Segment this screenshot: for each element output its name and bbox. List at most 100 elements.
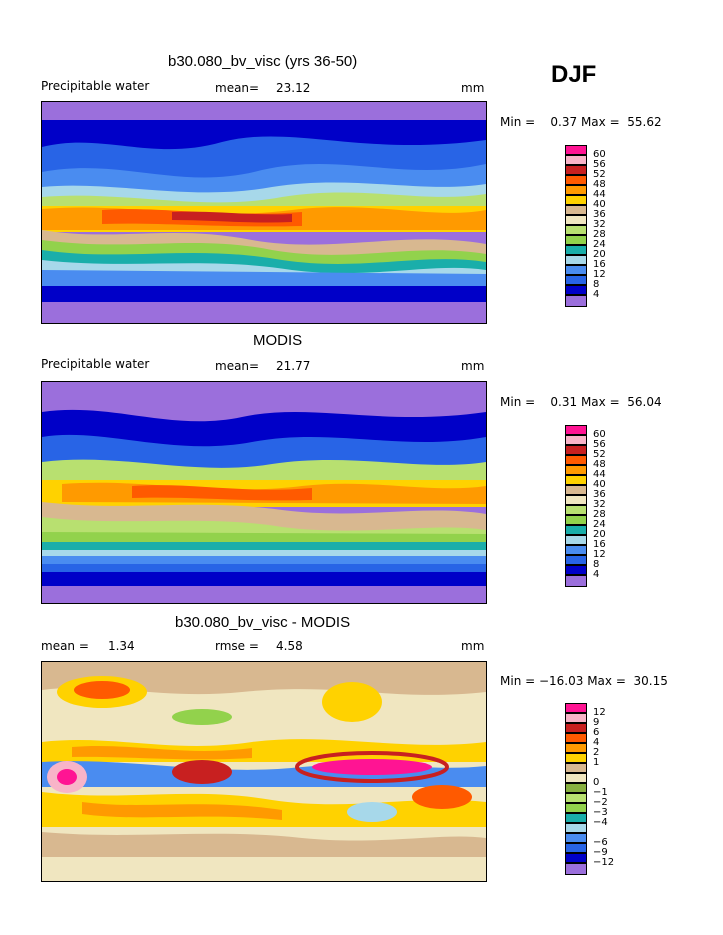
panel2-legend-swatch (565, 575, 587, 587)
panel3-legend-label: −1 (593, 787, 608, 798)
panel1-legend-label: 48 (593, 179, 606, 190)
panel2-legend-label: 40 (593, 479, 606, 490)
panel1-legend-label: 60 (593, 149, 606, 160)
panel2-legend-label: 36 (593, 489, 606, 500)
panel1-color-legend: 60 56 52 48 44 40 36 32 28 24 20 16 12 8… (565, 145, 625, 320)
panel2-legend-label: 28 (593, 509, 606, 520)
panel2-legend-swatch (565, 465, 587, 475)
panel2-legend-label: 56 (593, 439, 606, 450)
panel2-legend-swatch (565, 475, 587, 485)
panel2-legend-label: 24 (593, 519, 606, 530)
panel1-legend-swatch (565, 245, 587, 255)
panel1-map-field (42, 102, 486, 323)
panel1-legend-swatch (565, 195, 587, 205)
panel3-mean-label: mean = 1.34 (41, 639, 135, 653)
panel2-variable-label: Precipitable water (41, 357, 150, 371)
panel2-legend-swatch (565, 495, 587, 505)
panel1-legend-swatch (565, 155, 587, 165)
panel3-legend-label: −6 (593, 837, 608, 848)
panel1-legend-swatch (565, 285, 587, 295)
panel2-legend-swatch (565, 515, 587, 525)
panel1-legend-swatch (565, 235, 587, 245)
panel2-stat-label: mean= (215, 359, 260, 373)
panel2-legend-label: 16 (593, 539, 606, 550)
panel2-legend-swatch (565, 545, 587, 555)
panel2-legend-swatch (565, 525, 587, 535)
panel2-legend-label: 52 (593, 449, 606, 460)
panel3-legend-label: −9 (593, 847, 608, 858)
panel3-color-legend: 12 9 6 4 2 1 0 −1 −2 −3 −4 −6 −9 −12 (565, 703, 625, 878)
panel1-range-text: Min = 0.37 Max = 55.62 (500, 115, 662, 129)
panel3-legend-label: 12 (593, 707, 606, 718)
panel2-legend-swatch (565, 485, 587, 495)
panel2-legend-swatch (565, 425, 587, 435)
panel3-units: mm (461, 639, 485, 653)
panel2-legend-swatch (565, 435, 587, 445)
panel3-stat-value: 4.58 (276, 639, 303, 653)
panel3-stat-label: rmse = (215, 639, 259, 653)
season-label: DJF (551, 61, 597, 88)
panel3-legend-swatch (565, 733, 587, 743)
panel2-legend-swatch (565, 455, 587, 465)
panel2-legend-swatch (565, 505, 587, 515)
panel3-legend-swatch (565, 833, 587, 843)
panel3-legend-label: −2 (593, 797, 608, 808)
panel1-legend-swatch (565, 265, 587, 275)
panel1-variable-label: Precipitable water (41, 79, 150, 93)
panel1-legend-label: 24 (593, 239, 606, 250)
panel2-legend-label: 48 (593, 459, 606, 470)
panel2-title: MODIS (253, 332, 303, 349)
panel1-title: b30.080_bv_visc (yrs 36-50) (168, 53, 358, 70)
panel2-map-field (42, 382, 486, 603)
panel1-map (41, 101, 487, 324)
panel3-legend-swatch (565, 863, 587, 875)
panel3-legend-label: 0 (593, 777, 600, 788)
panel2-legend-label: 20 (593, 529, 606, 540)
panel2-legend-label: 44 (593, 469, 606, 480)
panel1-legend-label: 44 (593, 189, 606, 200)
panel1-stat-value: 23.12 (276, 81, 311, 95)
panel1-legend-swatch (565, 225, 587, 235)
panel2-units: mm (461, 359, 485, 373)
panel2-legend-label: 8 (593, 559, 600, 570)
panel1-legend-swatch (565, 145, 587, 155)
panel2-legend-swatch (565, 445, 587, 455)
panel1-legend-label: 8 (593, 279, 600, 290)
panel1-legend-swatch (565, 185, 587, 195)
panel3-legend-swatch (565, 763, 587, 773)
panel3-legend-label: 6 (593, 727, 600, 738)
panel3-legend-swatch (565, 773, 587, 783)
panel3-legend-label: −3 (593, 807, 608, 818)
panel3-legend-swatch (565, 703, 587, 713)
panel1-legend-swatch (565, 175, 587, 185)
panel2-legend-label: 32 (593, 499, 606, 510)
panel3-legend-swatch (565, 743, 587, 753)
panel1-legend-label: 12 (593, 269, 606, 280)
panel3-legend-label: 9 (593, 717, 600, 728)
panel3-legend-label: −4 (593, 817, 608, 828)
panel3-legend-label: 1 (593, 757, 600, 768)
panel3-legend-label: 4 (593, 737, 600, 748)
panel1-legend-label: 52 (593, 169, 606, 180)
panel2-stat-value: 21.77 (276, 359, 311, 373)
panel3-legend-swatch (565, 803, 587, 813)
panel1-legend-swatch (565, 215, 587, 225)
panel1-legend-swatch (565, 255, 587, 265)
panel3-legend-swatch (565, 823, 587, 833)
panel1-legend-label: 16 (593, 259, 606, 270)
panel1-legend-swatch (565, 275, 587, 285)
panel1-legend-swatch (565, 165, 587, 175)
panel1-legend-label: 36 (593, 209, 606, 220)
panel2-legend-label: 60 (593, 429, 606, 440)
panel1-legend-label: 32 (593, 219, 606, 230)
panel1-legend-label: 56 (593, 159, 606, 170)
panel3-legend-label: 2 (593, 747, 600, 758)
panel1-stat-label: mean= (215, 81, 260, 95)
panel1-legend-label: 28 (593, 229, 606, 240)
panel2-legend-swatch (565, 535, 587, 545)
panel3-legend-swatch (565, 813, 587, 823)
panel3-legend-swatch (565, 753, 587, 763)
panel3-legend-swatch (565, 723, 587, 733)
panel3-legend-swatch (565, 843, 587, 853)
panel2-color-legend: 60 56 52 48 44 40 36 32 28 24 20 16 12 8… (565, 425, 625, 600)
